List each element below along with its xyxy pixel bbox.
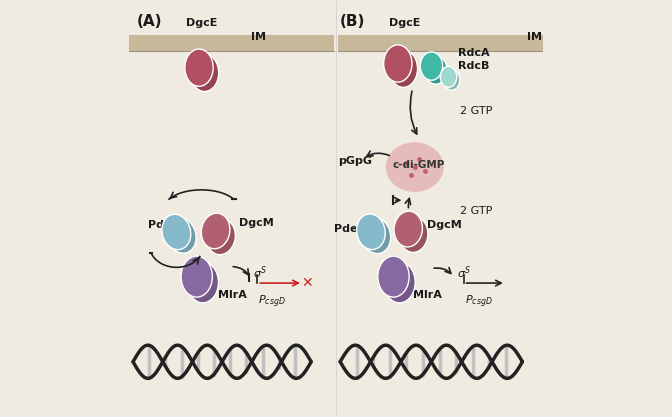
- Ellipse shape: [357, 214, 385, 249]
- Ellipse shape: [384, 45, 412, 82]
- Ellipse shape: [207, 219, 235, 255]
- Text: 2 GTP: 2 GTP: [460, 106, 493, 116]
- Ellipse shape: [378, 256, 409, 297]
- Ellipse shape: [167, 218, 196, 253]
- Text: pGpG: pGpG: [337, 156, 372, 166]
- Text: MlrA: MlrA: [413, 291, 442, 301]
- FancyBboxPatch shape: [338, 35, 543, 51]
- Text: RdcB: RdcB: [458, 60, 490, 70]
- Text: P$_{csgD}$: P$_{csgD}$: [258, 294, 286, 310]
- Ellipse shape: [386, 142, 444, 192]
- Text: DgcM: DgcM: [427, 220, 462, 230]
- Text: 2 GTP: 2 GTP: [460, 206, 493, 216]
- Ellipse shape: [440, 66, 457, 87]
- Ellipse shape: [444, 69, 460, 90]
- Ellipse shape: [425, 56, 447, 84]
- Ellipse shape: [202, 213, 230, 249]
- Text: ✕: ✕: [301, 276, 312, 290]
- Ellipse shape: [389, 50, 417, 87]
- Ellipse shape: [399, 217, 428, 252]
- Ellipse shape: [394, 211, 423, 247]
- Text: IM: IM: [251, 32, 266, 42]
- FancyBboxPatch shape: [129, 35, 334, 51]
- Ellipse shape: [162, 214, 191, 250]
- Text: RdcA: RdcA: [458, 48, 490, 58]
- Text: PdeR: PdeR: [334, 224, 366, 234]
- Text: $\sigma^S$: $\sigma^S$: [458, 264, 472, 281]
- Text: $\sigma^S$: $\sigma^S$: [253, 264, 267, 281]
- Text: (B): (B): [340, 14, 366, 29]
- Ellipse shape: [181, 256, 212, 297]
- Text: PdeR: PdeR: [148, 220, 179, 230]
- Ellipse shape: [185, 49, 213, 86]
- Text: DgcE: DgcE: [185, 18, 217, 28]
- Text: (A): (A): [137, 14, 163, 29]
- Ellipse shape: [187, 262, 218, 303]
- Text: c-di-GMP: c-di-GMP: [392, 160, 445, 170]
- Text: IM: IM: [528, 32, 542, 42]
- Text: MlrA: MlrA: [218, 291, 247, 301]
- Text: DgcM: DgcM: [239, 218, 274, 228]
- Text: DgcE: DgcE: [388, 18, 420, 28]
- Ellipse shape: [190, 54, 218, 91]
- Ellipse shape: [420, 52, 443, 80]
- Ellipse shape: [362, 218, 390, 254]
- Ellipse shape: [384, 262, 415, 303]
- Text: P$_{csgD}$: P$_{csgD}$: [465, 294, 493, 310]
